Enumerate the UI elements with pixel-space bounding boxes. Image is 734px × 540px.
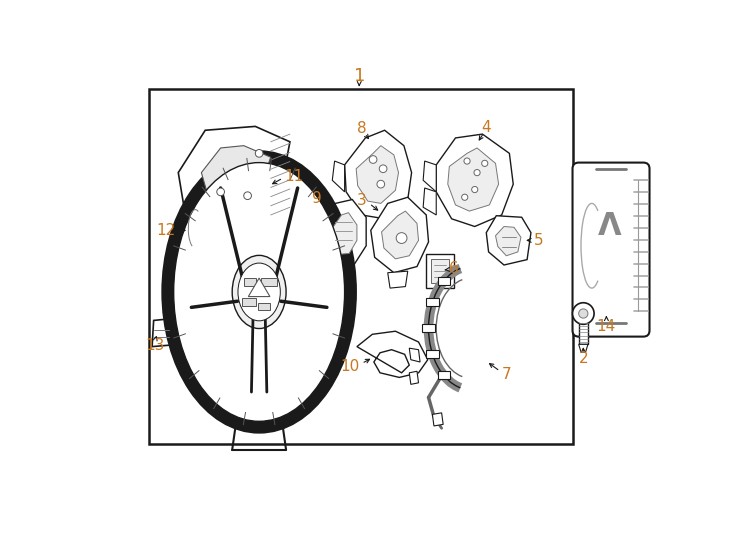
Bar: [261, 278, 277, 286]
Circle shape: [255, 150, 263, 157]
Polygon shape: [248, 278, 270, 296]
Circle shape: [369, 156, 377, 164]
Polygon shape: [321, 200, 366, 267]
Text: 5: 5: [534, 233, 544, 248]
Polygon shape: [357, 331, 428, 377]
Polygon shape: [356, 146, 399, 204]
Bar: [578, 314, 588, 345]
Text: 6: 6: [449, 261, 459, 275]
Polygon shape: [437, 277, 450, 285]
Polygon shape: [388, 271, 408, 288]
Text: 3: 3: [357, 193, 367, 208]
Bar: [258, 303, 270, 310]
Polygon shape: [422, 325, 435, 332]
Circle shape: [482, 160, 488, 166]
Polygon shape: [436, 134, 513, 226]
Bar: [431, 259, 449, 284]
Circle shape: [396, 233, 407, 244]
Polygon shape: [437, 372, 450, 379]
Text: 8: 8: [357, 121, 366, 136]
FancyBboxPatch shape: [573, 163, 650, 336]
Ellipse shape: [238, 263, 280, 321]
Circle shape: [217, 188, 225, 195]
Text: 11: 11: [285, 169, 304, 184]
Ellipse shape: [174, 163, 344, 421]
Text: 1: 1: [354, 68, 365, 85]
Polygon shape: [178, 126, 290, 222]
Circle shape: [377, 180, 385, 188]
Bar: [242, 298, 256, 306]
Circle shape: [472, 186, 478, 193]
Polygon shape: [371, 197, 429, 273]
Polygon shape: [410, 348, 420, 362]
Polygon shape: [423, 161, 436, 192]
Text: 7: 7: [501, 367, 512, 382]
Circle shape: [573, 303, 594, 325]
Polygon shape: [331, 213, 357, 254]
Polygon shape: [426, 350, 439, 358]
Polygon shape: [578, 345, 588, 352]
Polygon shape: [487, 215, 531, 265]
Ellipse shape: [232, 255, 286, 328]
Circle shape: [464, 158, 470, 164]
Ellipse shape: [168, 157, 350, 427]
Text: 13: 13: [145, 339, 165, 353]
Text: 4: 4: [482, 120, 491, 136]
Polygon shape: [495, 226, 521, 256]
Bar: [426, 254, 454, 288]
Polygon shape: [333, 161, 344, 192]
Text: 2: 2: [578, 352, 588, 367]
Polygon shape: [382, 211, 418, 259]
Polygon shape: [186, 204, 206, 252]
Polygon shape: [423, 188, 436, 215]
Polygon shape: [432, 413, 443, 426]
Polygon shape: [344, 130, 412, 219]
Polygon shape: [152, 319, 170, 347]
Text: Λ: Λ: [597, 212, 621, 241]
Circle shape: [578, 309, 588, 318]
Circle shape: [462, 194, 468, 200]
Text: 12: 12: [156, 223, 175, 238]
Polygon shape: [186, 219, 275, 238]
Bar: [244, 278, 256, 286]
Polygon shape: [426, 298, 439, 306]
Polygon shape: [410, 372, 418, 384]
Polygon shape: [448, 148, 498, 211]
Polygon shape: [201, 146, 271, 204]
Bar: [149, 90, 573, 444]
Text: 10: 10: [340, 359, 359, 374]
Circle shape: [379, 165, 387, 173]
Text: 14: 14: [597, 319, 616, 334]
Circle shape: [474, 170, 480, 176]
Circle shape: [244, 192, 252, 200]
Text: 9: 9: [312, 191, 321, 206]
